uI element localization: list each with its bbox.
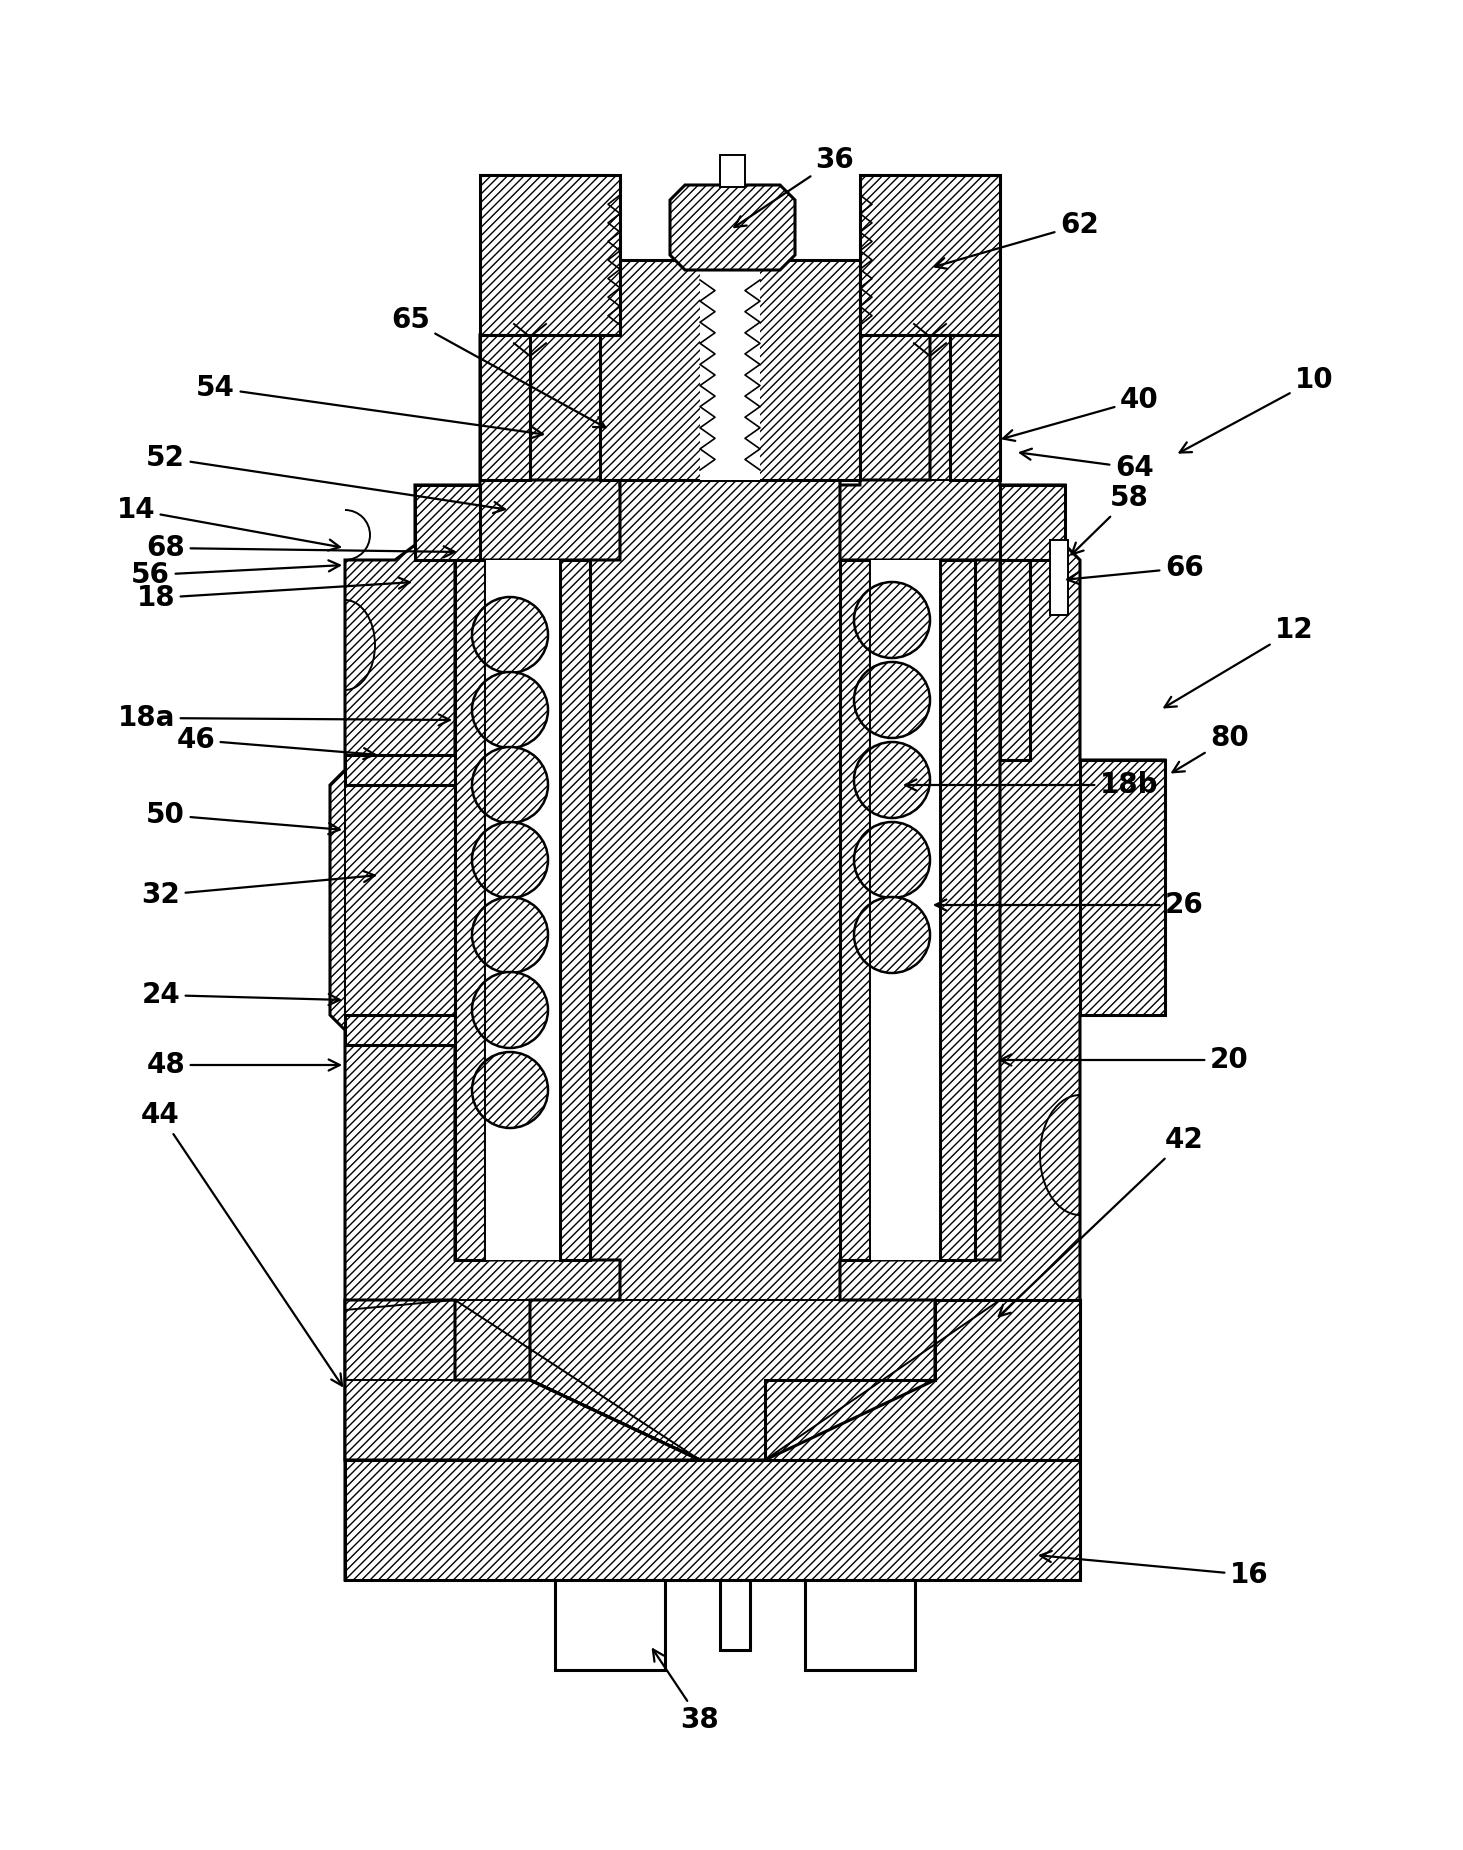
Text: 50: 50 (146, 801, 339, 834)
Polygon shape (480, 335, 530, 479)
Polygon shape (554, 1580, 666, 1671)
Text: 80: 80 (1172, 723, 1249, 771)
Text: 36: 36 (734, 146, 854, 228)
Polygon shape (870, 561, 941, 1260)
Polygon shape (1001, 485, 1065, 561)
Polygon shape (345, 1016, 455, 1045)
Text: 18b: 18b (906, 771, 1159, 799)
Text: 12: 12 (1165, 616, 1314, 707)
Text: 14: 14 (117, 496, 339, 551)
Circle shape (473, 897, 549, 973)
Text: 44: 44 (142, 1101, 342, 1386)
Text: 38: 38 (652, 1650, 720, 1733)
Circle shape (854, 583, 930, 659)
Text: 24: 24 (142, 980, 339, 1008)
Text: 40: 40 (1004, 387, 1159, 440)
Polygon shape (1001, 561, 1030, 760)
Polygon shape (600, 261, 730, 479)
Polygon shape (345, 755, 455, 784)
Circle shape (473, 821, 549, 897)
Circle shape (854, 662, 930, 738)
Text: 18: 18 (136, 577, 410, 612)
Text: 46: 46 (176, 725, 375, 758)
Polygon shape (860, 176, 1001, 335)
Polygon shape (455, 335, 1001, 1460)
Circle shape (473, 1053, 549, 1128)
Polygon shape (560, 561, 590, 1260)
Polygon shape (345, 1301, 699, 1460)
Polygon shape (805, 1580, 914, 1671)
Text: 64: 64 (1020, 450, 1154, 483)
Polygon shape (455, 561, 486, 1260)
Polygon shape (331, 335, 1165, 1580)
Polygon shape (1080, 760, 1165, 1016)
Polygon shape (949, 335, 1001, 479)
Text: 16: 16 (1040, 1550, 1268, 1589)
Polygon shape (345, 1460, 1080, 1580)
Polygon shape (1050, 540, 1068, 614)
Text: 18a: 18a (117, 705, 449, 733)
Circle shape (473, 672, 549, 747)
Circle shape (854, 897, 930, 973)
Text: 20: 20 (1001, 1045, 1249, 1075)
Polygon shape (941, 561, 974, 1260)
Text: 42: 42 (999, 1127, 1204, 1317)
Text: 58: 58 (1072, 485, 1148, 555)
Text: 52: 52 (146, 444, 505, 512)
Circle shape (854, 742, 930, 818)
Circle shape (854, 821, 930, 897)
Polygon shape (480, 176, 620, 335)
Text: 10: 10 (1179, 366, 1334, 453)
Polygon shape (840, 561, 870, 1260)
Polygon shape (720, 155, 745, 187)
Text: 66: 66 (1067, 553, 1204, 585)
Text: 32: 32 (142, 871, 375, 908)
Text: 26: 26 (935, 892, 1204, 919)
Text: 56: 56 (132, 561, 339, 588)
Polygon shape (720, 1580, 751, 1650)
Polygon shape (486, 561, 560, 1260)
Polygon shape (699, 185, 759, 479)
Text: 65: 65 (391, 305, 606, 427)
Text: 54: 54 (196, 374, 543, 438)
Circle shape (473, 598, 549, 673)
Polygon shape (415, 485, 480, 561)
Circle shape (473, 971, 549, 1047)
Text: 62: 62 (935, 211, 1099, 268)
Circle shape (473, 747, 549, 823)
Polygon shape (730, 261, 860, 479)
Polygon shape (765, 1301, 1080, 1460)
Polygon shape (670, 185, 794, 270)
Text: 68: 68 (146, 535, 455, 562)
Polygon shape (345, 784, 455, 1016)
Text: 48: 48 (146, 1051, 339, 1079)
